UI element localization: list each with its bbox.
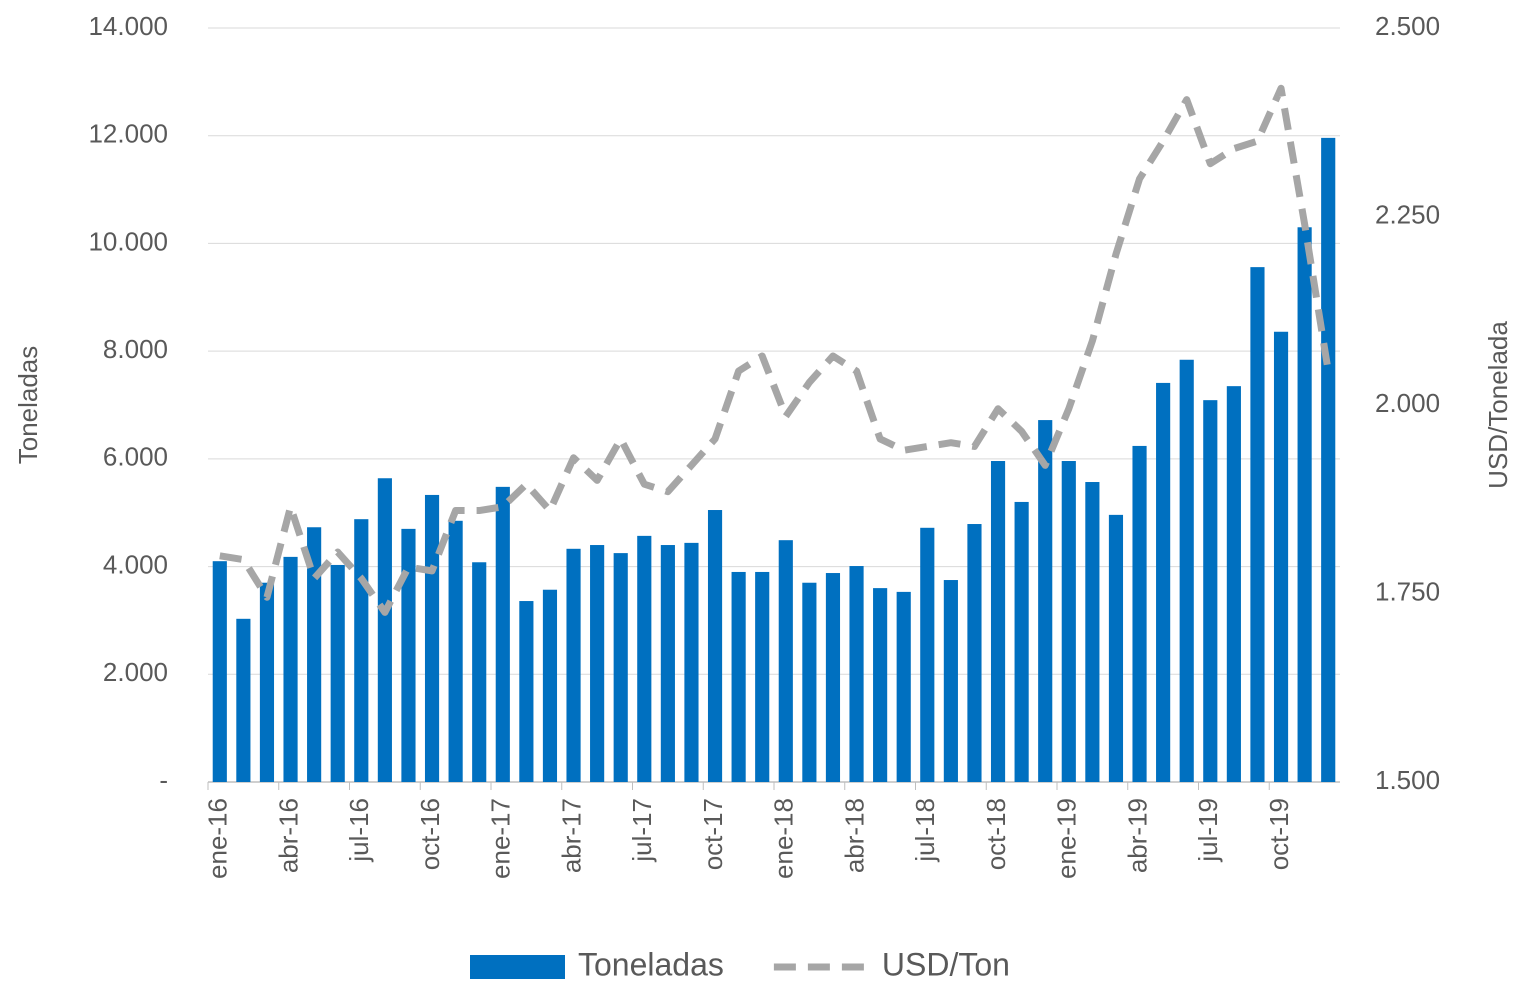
x-tick-label: jul-17: [627, 798, 657, 863]
bar: [1038, 420, 1053, 782]
bar: [472, 562, 487, 782]
bar: [212, 561, 227, 782]
bar: [354, 519, 369, 782]
bar: [566, 548, 581, 782]
x-tick-label: ene-18: [769, 798, 799, 879]
y-tick-label: 14.000: [88, 11, 168, 41]
bar: [896, 591, 911, 782]
bar: [259, 582, 275, 782]
x-tick-label: oct-19: [1264, 798, 1294, 870]
bar: [377, 478, 392, 782]
y-tick-label: 2.000: [103, 657, 168, 687]
x-tick-label: abr-16: [273, 798, 303, 873]
bar: [1156, 382, 1171, 782]
bar: [542, 589, 558, 782]
bar: [755, 571, 770, 782]
bar: [849, 566, 864, 782]
y2-tick-label: 2.500: [1375, 11, 1440, 41]
bar: [920, 527, 935, 782]
bar: [1014, 501, 1029, 782]
x-tick-label: oct-17: [698, 798, 728, 870]
bar: [660, 545, 675, 782]
x-tick-label: jul-16: [344, 798, 374, 863]
bar: [1061, 461, 1076, 782]
bar: [1179, 359, 1194, 782]
legend-label: USD/Ton: [882, 946, 1010, 982]
x-tick-label: ene-17: [486, 798, 516, 879]
bar: [1108, 514, 1124, 782]
bar: [448, 520, 463, 782]
y-tick-label: 12.000: [88, 119, 168, 149]
x-tick-label: abr-19: [1122, 798, 1152, 873]
y-tick-label: 8.000: [103, 334, 168, 364]
bar: [1085, 482, 1100, 782]
bar: [1250, 267, 1265, 782]
x-tick-label: oct-18: [981, 798, 1011, 870]
y-tick-label: 4.000: [103, 549, 168, 579]
bar: [495, 486, 510, 782]
legend-swatch: [470, 955, 565, 979]
bar: [1273, 331, 1289, 782]
bar: [1226, 386, 1241, 782]
x-tick-label: abr-17: [556, 798, 586, 873]
x-tick-label: ene-16: [203, 798, 233, 879]
bar: [590, 545, 605, 782]
bar: [236, 618, 251, 782]
y2-axis-label: USD/Tonelada: [1483, 321, 1513, 489]
bar: [731, 571, 746, 782]
y2-tick-label: 2.250: [1375, 199, 1440, 229]
bar: [990, 461, 1006, 782]
x-tick-label: oct-16: [415, 798, 445, 870]
bar: [330, 564, 345, 782]
y2-tick-label: 2.000: [1375, 388, 1440, 418]
bar: [802, 582, 817, 782]
bar: [1203, 400, 1218, 782]
x-tick-label: ene-19: [1052, 798, 1082, 879]
bar: [307, 527, 322, 782]
y2-tick-label: 1.750: [1375, 576, 1440, 606]
bar: [283, 556, 298, 782]
y-tick-label: 6.000: [103, 442, 168, 472]
y-axis-label: Toneladas: [13, 346, 43, 465]
bar: [684, 542, 699, 782]
bar: [967, 524, 982, 782]
y2-tick-label: 1.500: [1375, 765, 1440, 795]
bar: [613, 553, 628, 782]
bar: [825, 573, 841, 782]
x-tick-label: jul-18: [910, 798, 940, 863]
bar: [519, 601, 534, 782]
bar: [424, 494, 440, 782]
line: [219, 84, 1332, 616]
bar: [707, 510, 723, 782]
bar: [778, 540, 793, 782]
bar: [873, 588, 888, 782]
legend-label: Toneladas: [578, 946, 724, 982]
bar: [401, 528, 416, 782]
x-tick-label: abr-18: [839, 798, 869, 873]
y-tick-label: -: [159, 765, 168, 795]
x-tick-label: jul-19: [1193, 798, 1223, 863]
bar: [1321, 137, 1336, 782]
bar: [1297, 227, 1312, 782]
bar: [1132, 445, 1147, 782]
y-tick-label: 10.000: [88, 226, 168, 256]
bar: [943, 580, 958, 782]
bar: [637, 535, 652, 782]
